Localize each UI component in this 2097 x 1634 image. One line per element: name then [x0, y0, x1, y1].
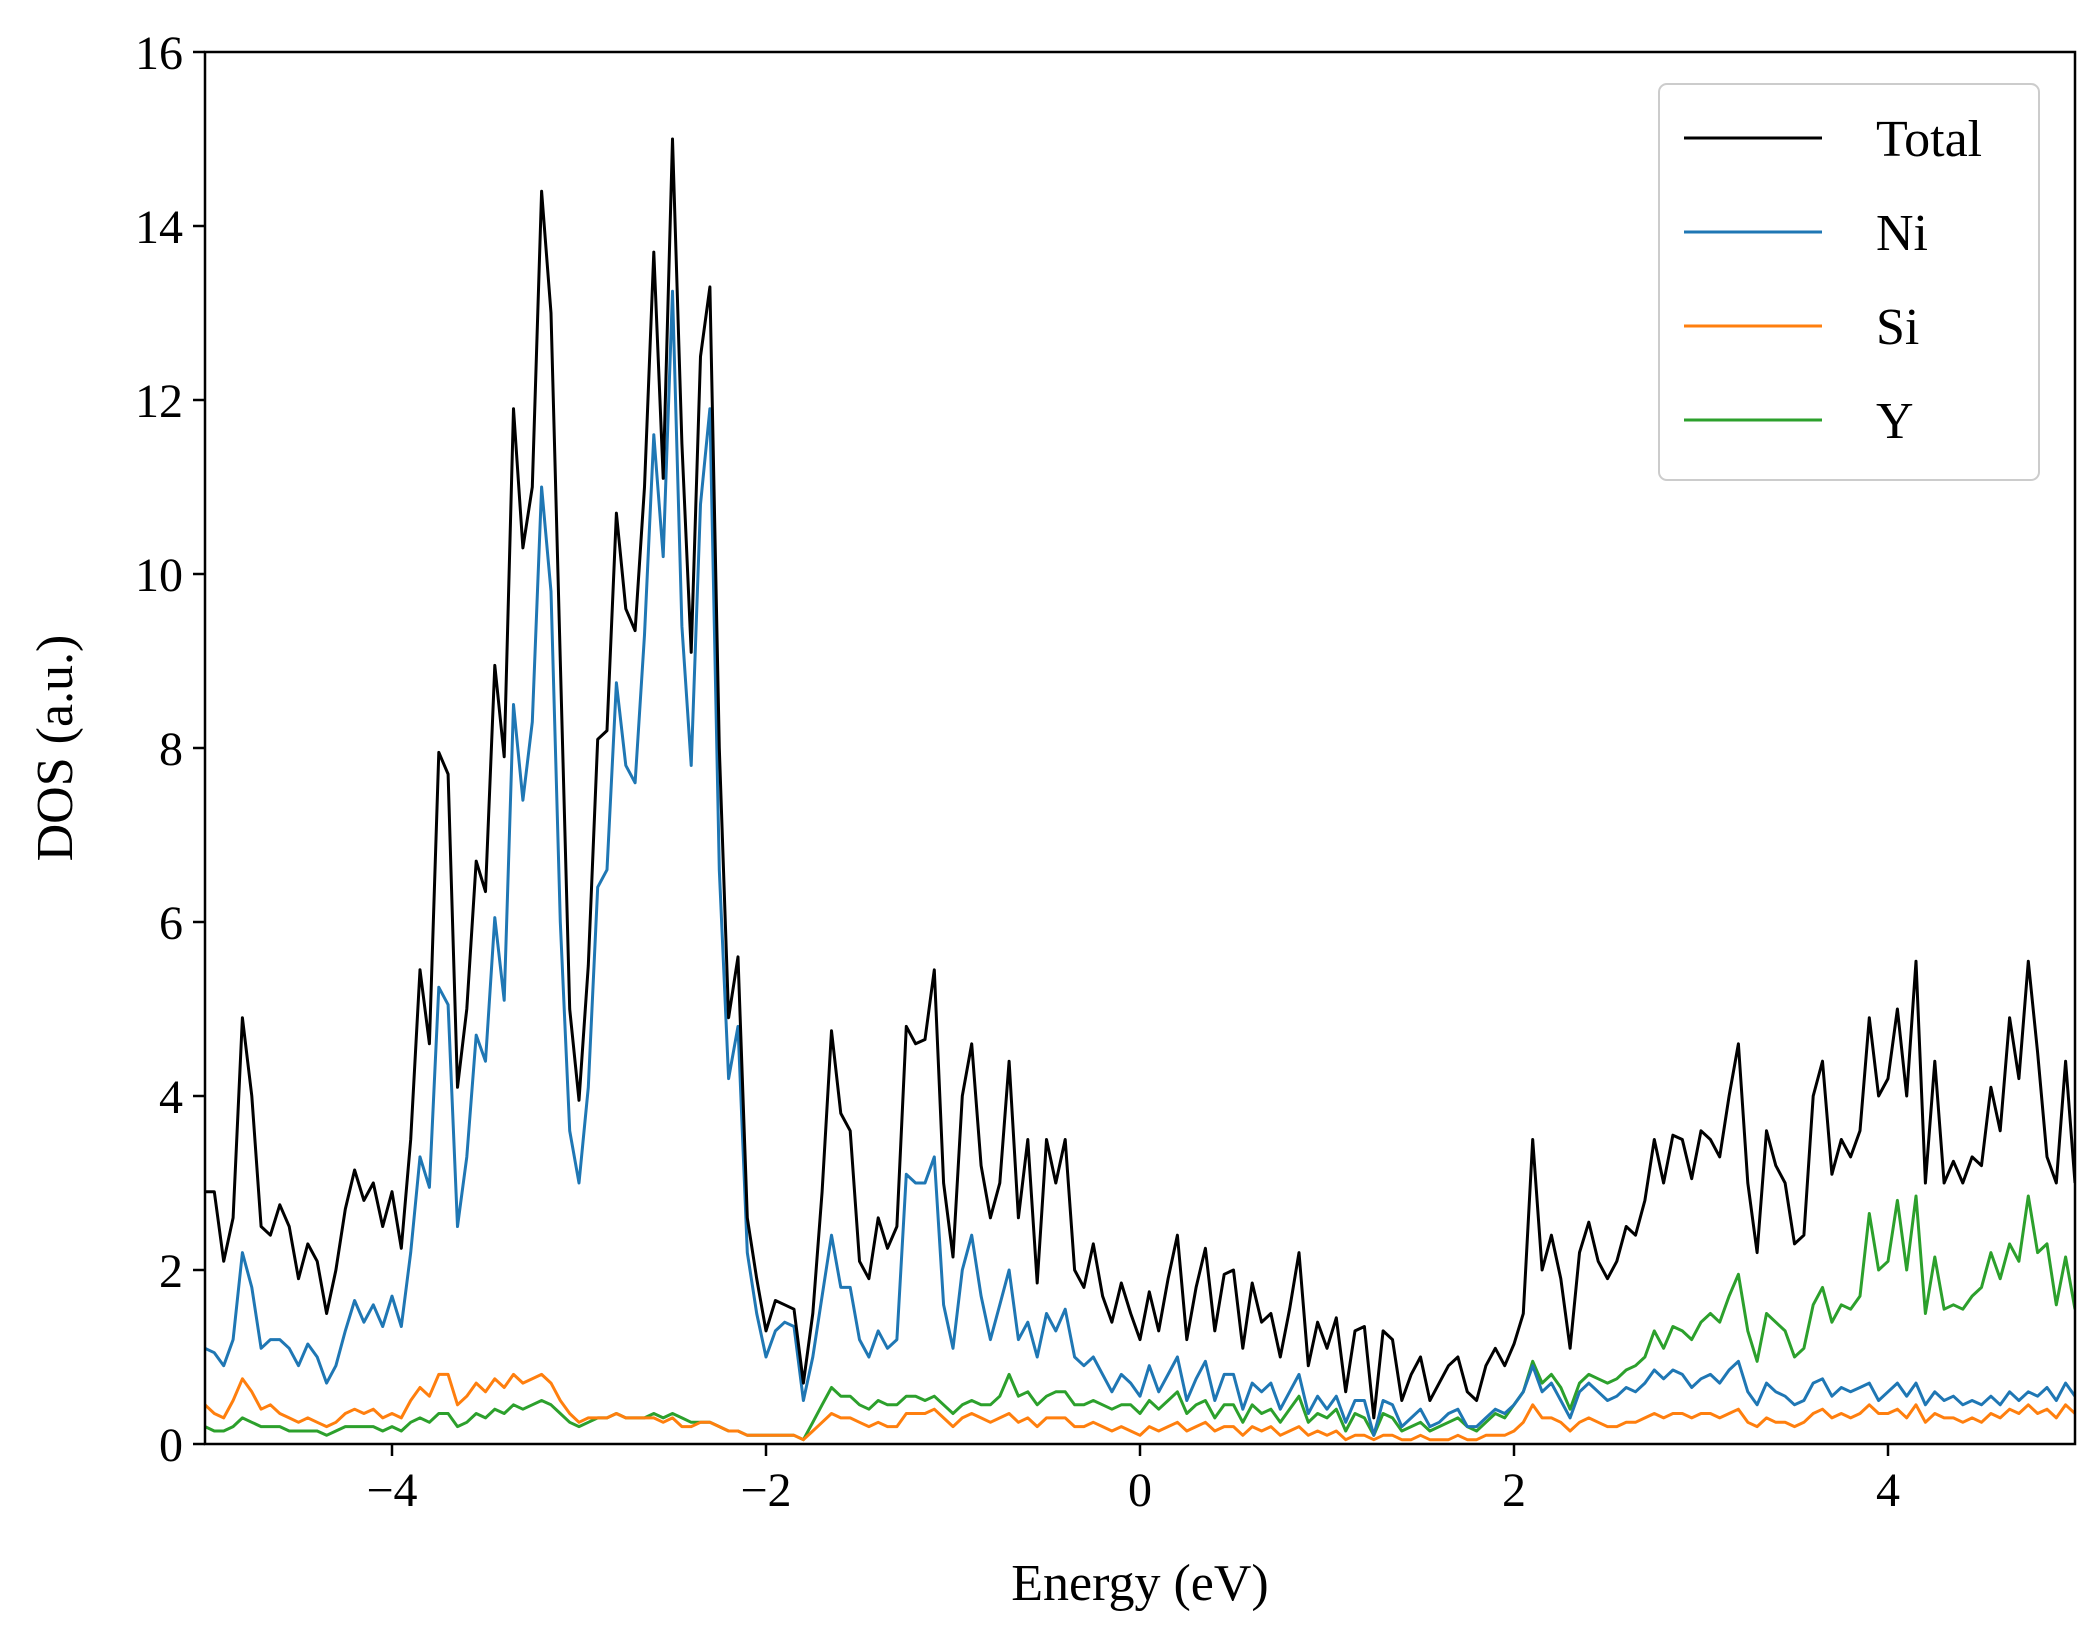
y-tick-label: 16 — [135, 27, 183, 80]
y-tick-label: 0 — [159, 1419, 183, 1472]
legend-label-si: Si — [1876, 299, 1919, 356]
y-tick-label: 8 — [159, 723, 183, 776]
x-tick-label: −4 — [366, 1464, 417, 1517]
y-tick-label: 10 — [135, 549, 183, 602]
y-tick-label: 6 — [159, 897, 183, 950]
series-line-total — [205, 137, 2075, 1420]
series-line-y — [205, 1194, 2075, 1442]
x-tick-label: 2 — [1502, 1464, 1526, 1517]
legend-label-total: Total — [1876, 111, 1982, 168]
y-tick-label: 2 — [159, 1245, 183, 1298]
legend: Total Ni Si Y — [1658, 83, 2040, 481]
legend-label-y: Y — [1876, 393, 1914, 450]
y-axis-title: DOS (a.u.) — [27, 635, 84, 862]
series-line-ni — [205, 289, 2075, 1437]
x-tick-label: 4 — [1876, 1464, 1900, 1517]
x-tick-label: −2 — [740, 1464, 791, 1517]
y-axis: 0 2 4 6 8 10 12 14 16 — [135, 27, 205, 1472]
series-line-si — [205, 1372, 2075, 1442]
series-layer — [205, 137, 2075, 1442]
y-tick-label: 4 — [159, 1071, 183, 1124]
y-tick-label: 12 — [135, 375, 183, 428]
y-tick-label: 14 — [135, 201, 183, 254]
x-axis-title: Energy (eV) — [1011, 1555, 1269, 1612]
legend-label-ni: Ni — [1876, 205, 1928, 262]
legend-frame — [1658, 83, 2040, 481]
x-tick-label: 0 — [1128, 1464, 1152, 1517]
x-axis: −4 −2 0 2 4 — [366, 1444, 1900, 1517]
